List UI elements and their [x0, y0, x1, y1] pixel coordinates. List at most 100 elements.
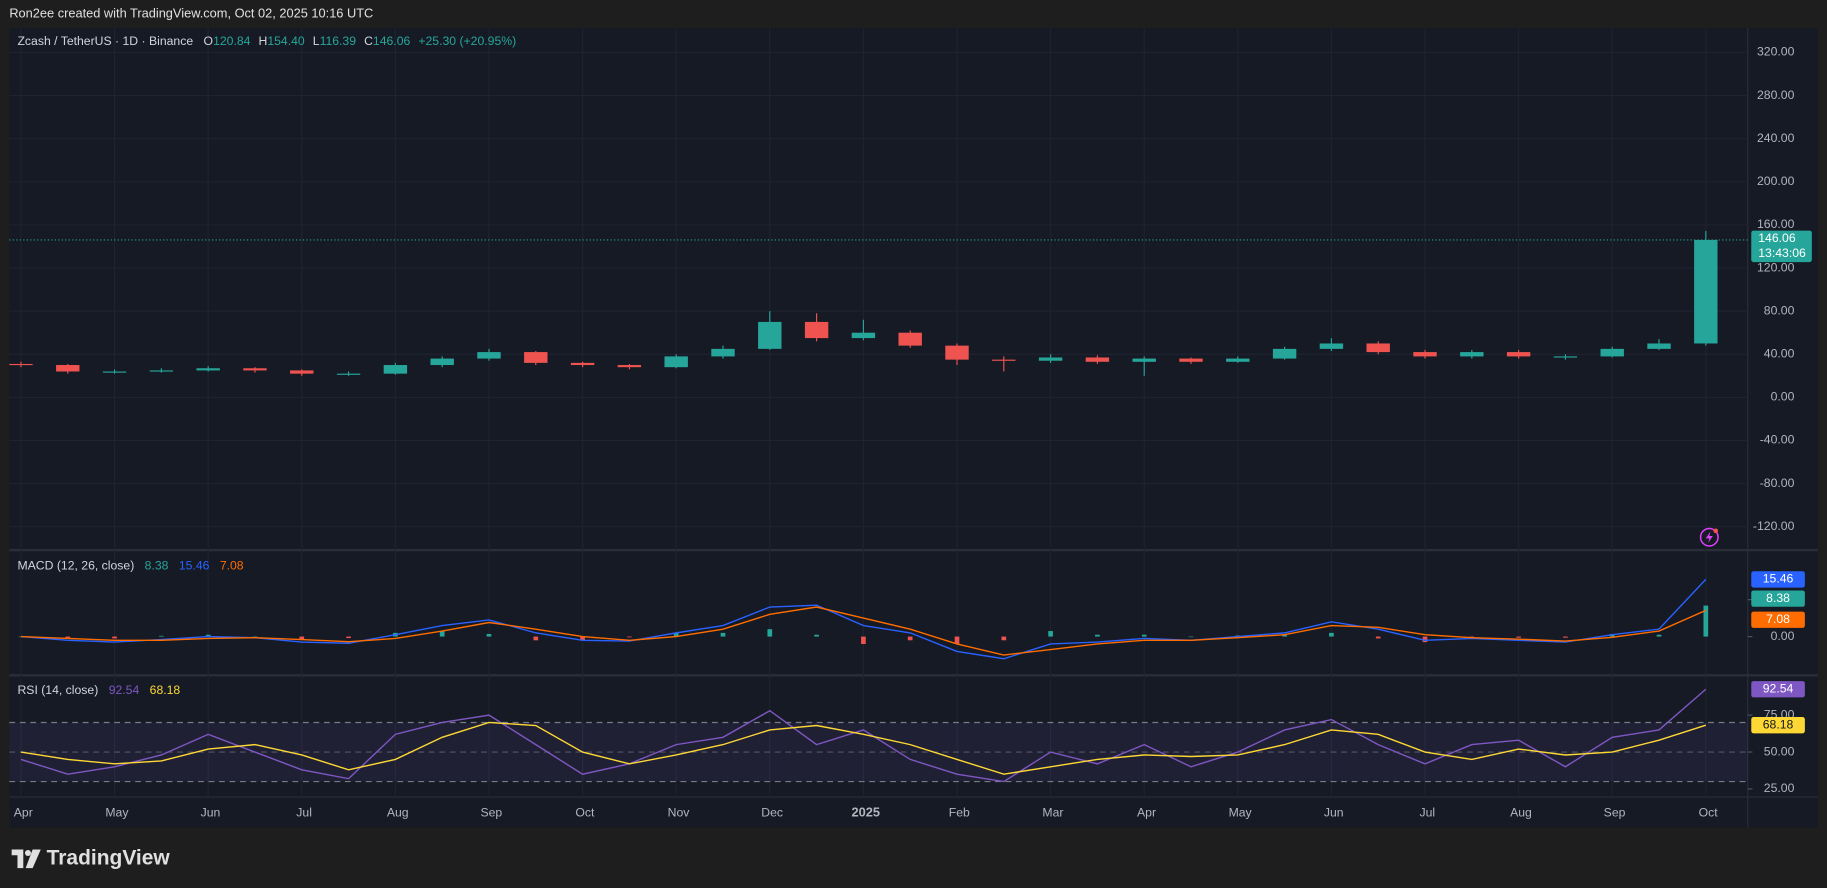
histogram-bar	[112, 636, 117, 639]
histogram-bar	[1469, 636, 1475, 638]
candle-body	[758, 321, 782, 349]
x-tick-label: Feb	[949, 806, 970, 820]
x-tick-label: Mar	[1042, 806, 1063, 820]
candle-body	[9, 363, 33, 366]
candle-body	[992, 359, 1016, 361]
value-box-label: 15.46	[1763, 572, 1794, 586]
y-tick-label: 320.00	[1757, 45, 1795, 59]
histogram-bar	[1375, 636, 1381, 639]
x-tick-label: Aug	[387, 806, 409, 820]
candle-body	[1272, 348, 1297, 359]
ohlc-label: L	[313, 34, 320, 48]
y-tick-label: 200.00	[1757, 174, 1795, 188]
candle-body	[102, 371, 127, 373]
y-tick-label: 280.00	[1757, 88, 1795, 102]
histogram-bar	[861, 636, 866, 644]
candle-body	[804, 321, 829, 339]
histogram-bar	[299, 636, 305, 640]
histogram-bar	[159, 635, 164, 637]
x-tick-label: Jun	[201, 806, 221, 820]
x-tick-label: Jul	[296, 806, 312, 820]
series-line	[20, 578, 1707, 660]
x-tick-label: 2025	[851, 805, 879, 820]
candle-body	[664, 356, 688, 368]
candle-body	[477, 352, 501, 359]
y-tick-label: -40.00	[1760, 433, 1795, 447]
candle-body	[430, 358, 454, 366]
candle-body	[524, 352, 548, 363]
last-price-label: 146.06	[1758, 231, 1796, 245]
candle-body	[1319, 343, 1344, 349]
y-tick-label: 25.00	[1764, 781, 1795, 795]
histogram-bar	[1048, 631, 1053, 637]
ohlc-value: 120.84	[213, 34, 251, 48]
y-tick-label: 0.00	[1771, 629, 1795, 643]
x-tick-label: May	[105, 806, 129, 820]
legend-value: 68.18	[150, 683, 181, 697]
histogram-bar	[1703, 605, 1709, 637]
y-tick-label: 160.00	[1757, 217, 1795, 231]
x-tick-label: Aug	[1510, 806, 1532, 820]
chart-area	[9, 28, 1818, 828]
alert-icon[interactable]	[1699, 527, 1719, 547]
x-tick-label: Jul	[1420, 806, 1436, 820]
histogram-bar	[907, 636, 913, 641]
candle-body	[1506, 352, 1531, 357]
histogram-bar	[627, 636, 632, 638]
x-tick-label: May	[1229, 806, 1253, 820]
candle-body	[1647, 343, 1671, 349]
candle-body	[1226, 358, 1250, 362]
candle-body	[1366, 343, 1390, 353]
value-box	[1751, 717, 1805, 734]
x-tick-label: Apr	[14, 806, 33, 820]
x-tick-label: Nov	[668, 806, 691, 820]
candle-body	[383, 365, 408, 374]
candle-body	[898, 332, 922, 346]
candle-body	[1553, 356, 1578, 358]
y-tick-label: 120.00	[1757, 260, 1795, 274]
candle-body	[1413, 352, 1437, 357]
candle-body	[570, 362, 595, 366]
value-box	[1751, 590, 1805, 607]
y-tick-label: 80.00	[1764, 303, 1795, 317]
value-box	[1751, 611, 1805, 628]
candle-body	[290, 370, 314, 374]
macd-legend: MACD (12, 26, close) 8.38 15.46 7.08	[17, 559, 243, 573]
legend-value: 8.38	[145, 559, 169, 573]
histogram-bar	[814, 634, 819, 637]
x-tick-label: Apr	[1137, 806, 1156, 820]
alert-icon-bolt	[1705, 531, 1713, 544]
candle-body	[336, 373, 361, 375]
legend-value: 15.46	[179, 559, 210, 573]
candle-body	[1132, 358, 1156, 362]
value-box-label: 8.38	[1766, 591, 1790, 605]
candle-body	[1179, 358, 1203, 362]
ohlc-label: H	[259, 34, 268, 48]
logo-shape	[25, 849, 41, 869]
candle-body	[711, 348, 735, 357]
histogram-bar	[1422, 636, 1428, 643]
series-line	[20, 721, 1707, 775]
histogram-bar	[65, 636, 71, 639]
candle-body	[851, 332, 876, 339]
histogram-bar	[1001, 636, 1007, 641]
brand-logo: TradingView	[11, 846, 170, 869]
y-tick-label: -120.00	[1753, 519, 1795, 533]
series-line	[20, 606, 1707, 656]
value-box-label: 68.18	[1763, 717, 1794, 731]
logo-shape	[11, 849, 24, 869]
candle-body	[1460, 352, 1484, 357]
value-box-label: 7.08	[1766, 612, 1790, 626]
y-tick-label: 50.00	[1764, 744, 1795, 758]
histogram-bar	[954, 636, 960, 644]
y-tick-label: 40.00	[1764, 346, 1795, 360]
x-tick-label: Sep	[1604, 806, 1626, 820]
histogram-bar	[720, 632, 726, 637]
histogram-bar	[1656, 634, 1662, 637]
value-box	[1751, 571, 1805, 588]
x-tick-label: Jun	[1324, 806, 1344, 820]
indicator-title: RSI (14, close)	[17, 683, 98, 697]
y-tick-label: 0.00	[1771, 390, 1795, 404]
histogram-bar	[1141, 634, 1147, 637]
